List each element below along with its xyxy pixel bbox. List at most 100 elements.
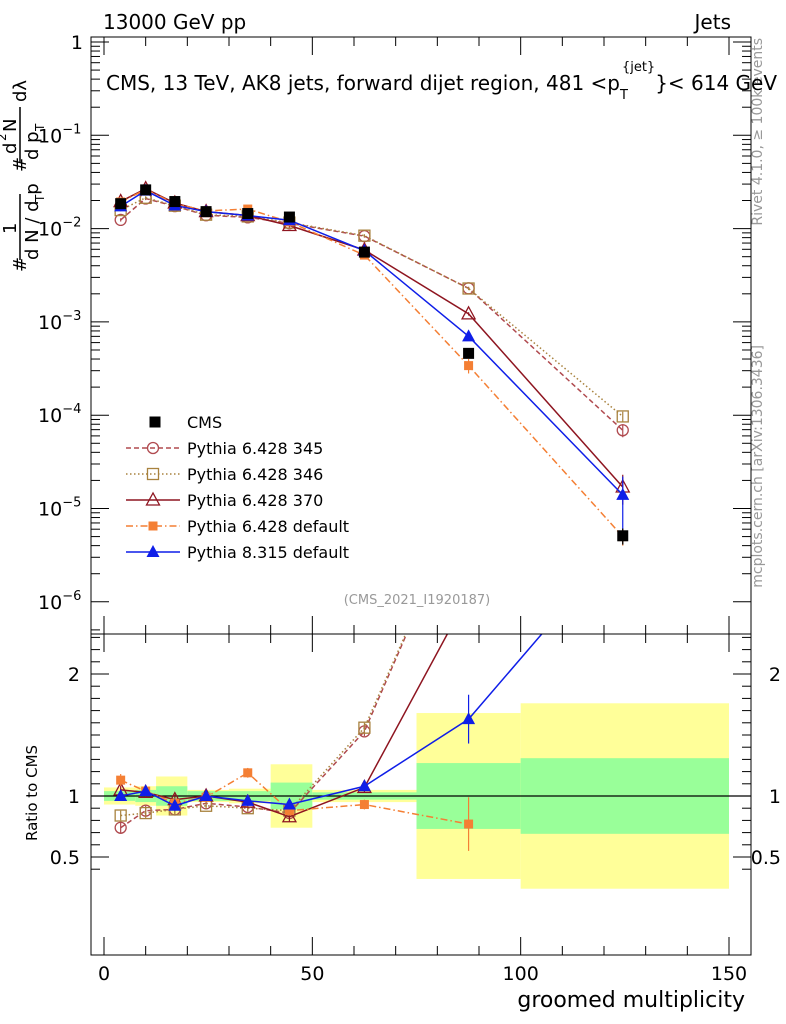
legend-label: Pythia 6.428 370 xyxy=(187,491,323,510)
ratio-point-pythia-6-428-345 xyxy=(114,821,127,834)
ratio-point-pythia-6-428-346 xyxy=(358,721,371,734)
series-line-pythia-6-428-default xyxy=(120,188,624,538)
ratio-tick-label: 2 xyxy=(68,664,80,686)
svg-text:d p: d p xyxy=(22,131,43,160)
ratio-point-pythia-6-428-default xyxy=(284,806,294,816)
main-curves xyxy=(113,180,631,546)
series-point-pythia-6-428-346 xyxy=(358,229,371,242)
series-point-pythia-6-428-345 xyxy=(114,213,127,227)
ratio-tick-label: 0.5 xyxy=(50,847,80,869)
x-axis-label: groomed multiplicity xyxy=(517,988,745,1013)
y-tick-label: 10−4 xyxy=(38,402,81,427)
ratio-point-pythia-8-315-default xyxy=(199,789,213,801)
legend-marker xyxy=(148,521,158,531)
legend-entry-pythia-6-428-default: Pythia 6.428 default xyxy=(126,517,349,536)
legend-label: Pythia 6.428 346 xyxy=(187,465,323,484)
series-line-pythia-6-428-346 xyxy=(120,196,624,418)
data-point xyxy=(283,211,295,223)
svg-text:dλ: dλ xyxy=(10,80,31,102)
x-tick-label: 0 xyxy=(98,963,110,985)
ratio-point-pythia-8-315-default xyxy=(139,784,153,797)
x-tick-label: 50 xyxy=(300,963,324,985)
data-point xyxy=(358,246,370,258)
ratio-point-pythia-8-315-default xyxy=(241,793,255,806)
ratio-point-pythia-8-315-default xyxy=(357,779,371,792)
svg-text:d N / d p: d N / d p xyxy=(22,183,43,260)
legend-label: Pythia 6.428 default xyxy=(187,517,349,536)
series-point-pythia-6-428-345 xyxy=(616,424,629,437)
legend: CMS Pythia 6.428 345 Pythia 6.428 346 Pythi… xyxy=(126,413,349,562)
svg-text:T: T xyxy=(33,123,47,132)
svg-text:#: # xyxy=(10,257,31,272)
ratio-point-pythia-6-428-345 xyxy=(463,486,474,497)
data-point xyxy=(169,196,181,208)
data-point xyxy=(200,206,212,218)
chart-title: CMS, 13 TeV, AK8 jets, forward dijet reg… xyxy=(106,60,777,103)
series-point-pythia-6-428-346 xyxy=(462,282,475,295)
x-tick-label: 150 xyxy=(711,963,747,985)
ratio-line-pythia-6-428-346 xyxy=(120,634,407,817)
legend-marker xyxy=(146,545,160,557)
ratio-point-pythia-6-428-default xyxy=(359,800,369,810)
ratio-point-pythia-6-428-346 xyxy=(463,486,474,497)
svg-text:N: N xyxy=(0,119,21,132)
rivet-version-label: Rivet 4.1.0, ≥ 100k events xyxy=(750,38,766,226)
data-point xyxy=(617,530,629,542)
energy-label: 13000 GeV pp xyxy=(103,10,246,34)
ratio-tick-label-right: 2 xyxy=(769,664,781,686)
mcplots-reference-label: mcplots.cern.ch [arXiv:1306.3436] xyxy=(750,345,766,588)
ratio-point-pythia-6-428-default xyxy=(464,819,474,829)
y-tick-label: 10−3 xyxy=(38,309,81,334)
x-tick-labels: 0 50 100 150 xyxy=(98,963,747,985)
ratio-line-pythia-6-428-345 xyxy=(120,634,408,829)
legend-label: Pythia 8.315 default xyxy=(187,543,349,562)
series-point-pythia-8-315-default xyxy=(462,329,476,342)
ratio-panel: 0.5 0.5 1 1 2 2 xyxy=(50,486,781,956)
category-label: Jets xyxy=(693,10,731,34)
ratio-tick-label-right: 1 xyxy=(769,786,781,808)
ratio-point-pythia-8-315-default xyxy=(282,797,296,810)
main-panel: 10−6 10−5 10−4 10−3 10−2 10−1 1 xyxy=(38,32,752,955)
ratio-point-pythia-6-428-346 xyxy=(114,809,127,822)
ratio-point-pythia-8-315-default xyxy=(462,712,476,725)
y-tick-label: 10−6 xyxy=(38,589,81,614)
y-tick-label: 10−2 xyxy=(38,216,81,241)
svg-text:d: d xyxy=(0,143,21,154)
ratio-point-pythia-6-428-default xyxy=(116,775,126,785)
legend-entry-pythia-8-315-default: Pythia 8.315 default xyxy=(126,543,349,562)
ratio-point-pythia-8-315-default xyxy=(114,789,128,801)
analysis-id-label: (CMS_2021_I1920187) xyxy=(344,593,491,608)
series-point-pythia-6-428-default xyxy=(464,361,474,371)
legend-entry-cms: CMS xyxy=(149,413,222,432)
ratio-frame xyxy=(90,633,752,956)
ratio-curves xyxy=(113,486,543,851)
series-point-pythia-8-315-default xyxy=(616,487,630,500)
y-tick-label: 10−5 xyxy=(38,496,81,521)
ratio-point-pythia-8-315-default xyxy=(168,798,182,811)
legend-marker xyxy=(146,441,160,455)
svg-text:#: # xyxy=(10,157,31,172)
svg-text:T: T xyxy=(33,194,47,203)
legend-entry-pythia-6-428-345: Pythia 6.428 345 xyxy=(126,439,323,458)
x-tick-label: 100 xyxy=(503,963,539,985)
data-point xyxy=(463,347,475,359)
legend-marker xyxy=(146,467,160,481)
ratio-tick-label: 1 xyxy=(68,786,80,808)
ratio-point-pythia-6-428-370 xyxy=(281,808,298,823)
legend-entry-pythia-6-428-346: Pythia 6.428 346 xyxy=(126,465,323,484)
ratio-tick-label-right: 0.5 xyxy=(751,847,781,869)
legend-marker xyxy=(145,491,161,506)
legend-entry-pythia-6-428-370: Pythia 6.428 370 xyxy=(126,491,323,510)
y-tick-label: 10−1 xyxy=(38,122,81,147)
legend-label: CMS xyxy=(187,413,222,432)
y-tick-label: 1 xyxy=(71,32,83,54)
ratio-axis-label: Ratio to CMS xyxy=(23,745,41,841)
data-point xyxy=(115,198,127,210)
series-line-pythia-6-428-345 xyxy=(120,197,624,431)
ratio-point-pythia-6-428-346 xyxy=(139,806,152,820)
svg-text:2: 2 xyxy=(0,133,9,141)
ratio-point-pythia-6-428-default xyxy=(243,768,253,778)
data-point xyxy=(140,184,152,196)
svg-text:1: 1 xyxy=(0,223,21,234)
legend-label: Pythia 6.428 345 xyxy=(187,439,323,458)
